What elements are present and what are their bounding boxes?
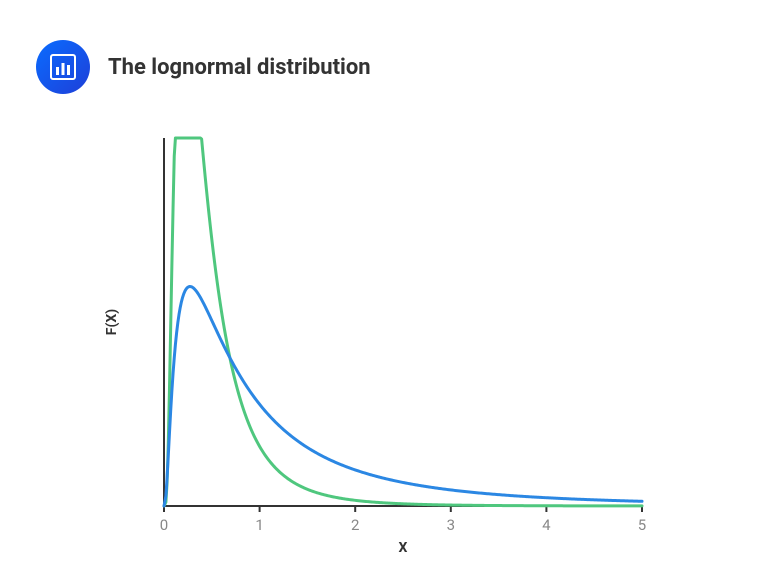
bar-chart-icon	[49, 53, 77, 81]
x-tick-label: 1	[255, 516, 263, 534]
x-tick-label: 3	[447, 516, 455, 534]
page-title: The lognormal distribution	[108, 55, 371, 80]
chart-svg: 0 1 2 3 4 5 X F(X)	[0, 114, 768, 574]
y-axis-label: F(X)	[104, 309, 120, 335]
x-tick-label: 4	[542, 516, 551, 534]
header: The lognormal distribution	[0, 0, 768, 94]
x-tick-label: 0	[160, 516, 168, 534]
x-axis-label: X	[399, 540, 408, 556]
x-tick-label: 5	[638, 516, 646, 534]
curve-blue	[164, 286, 642, 506]
chart-icon	[36, 40, 90, 94]
lognormal-chart: 0 1 2 3 4 5 X F(X)	[0, 114, 768, 574]
x-tick-label: 2	[351, 516, 359, 534]
curve-green	[164, 138, 642, 506]
